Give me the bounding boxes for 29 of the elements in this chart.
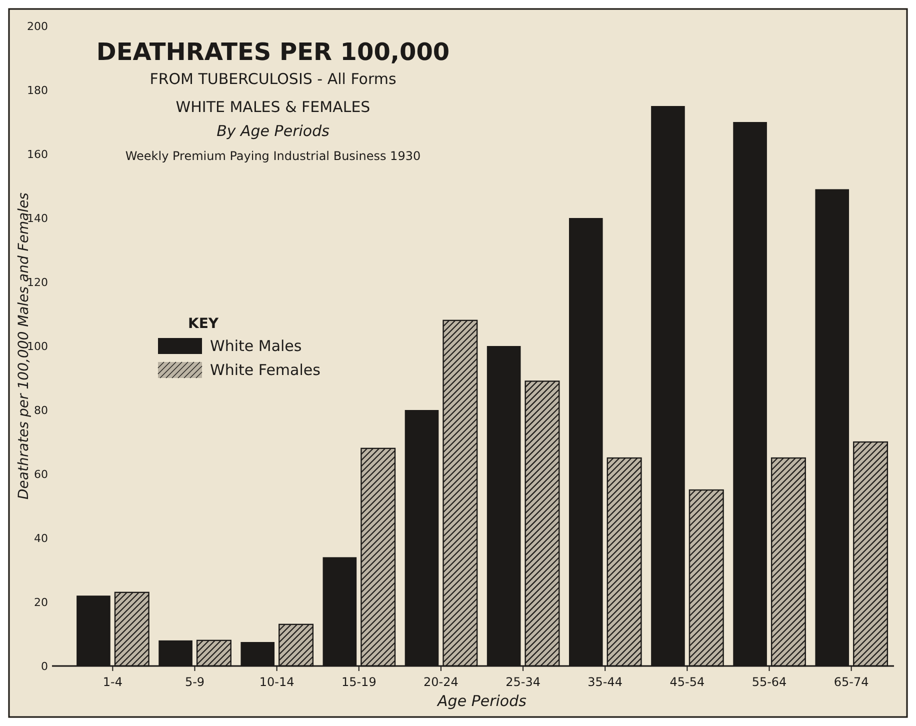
x-tick-label: 55-64 (752, 675, 787, 689)
x-tick-label: 45-54 (670, 675, 705, 689)
y-tick-label: 200 (27, 20, 48, 33)
x-tick-label: 1-4 (102, 675, 122, 689)
y-tick-label: 140 (27, 212, 48, 225)
x-tick-label: 5-9 (184, 675, 205, 689)
y-tick-label: 40 (34, 532, 48, 545)
x-tick-label: 10-14 (259, 675, 294, 689)
annotation: By Age Periods (216, 122, 330, 140)
legend-label: White Females (210, 361, 321, 379)
y-tick-label: 60 (34, 468, 48, 481)
x-tick-label: 25-34 (506, 675, 540, 689)
y-tick-label: 100 (27, 340, 48, 353)
y-tick-label: 80 (34, 404, 48, 417)
legend-title: KEY (188, 316, 220, 332)
x-axis-title: Age Periods (436, 692, 527, 710)
legend-label: White Males (210, 337, 302, 355)
text: FROM TUBERCULOSIS - All Forms (150, 70, 396, 88)
x-tick-label: 15-19 (341, 675, 376, 689)
x-tick-label: 35-44 (588, 675, 623, 689)
y-tick-label: 0 (41, 660, 48, 673)
annotation: Weekly Premium Paying Industrial Business 1930 (125, 149, 421, 163)
x-tick-label: 20-24 (424, 675, 458, 689)
y-tick-label: 20 (34, 596, 48, 609)
text: DEATHRATES PER 100,000 (96, 38, 450, 66)
annotation: WHITE MALES & FEMALES (176, 98, 370, 116)
y-tick-label: 180 (27, 84, 48, 97)
x-tick-label: 65-74 (834, 675, 869, 689)
y-tick-label: 160 (27, 148, 48, 161)
